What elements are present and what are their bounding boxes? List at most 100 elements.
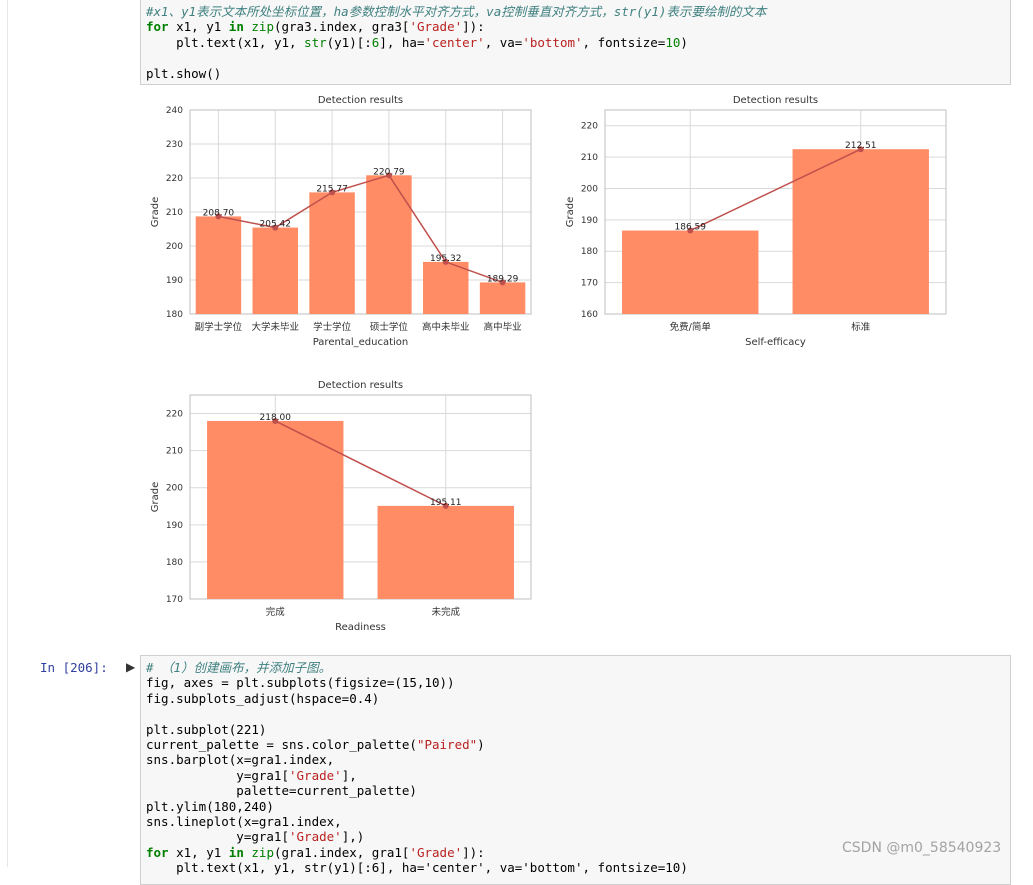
- line-point: [687, 227, 694, 234]
- code-cell-top[interactable]: #x1、y1表示文本所处坐标位置，ha参数控制水平对齐方式，va控制垂直对齐方式…: [140, 0, 1011, 85]
- line-series: [689, 148, 862, 232]
- code-token: x1, y1: [176, 19, 222, 35]
- data-label: 195.11: [430, 498, 462, 508]
- code-token: ): [477, 737, 485, 753]
- data-label: 220.79: [373, 167, 405, 177]
- code-string: 'bottom': [522, 34, 583, 50]
- y-tick-label: 190: [166, 276, 183, 286]
- y-tick-label: 170: [581, 279, 598, 289]
- line-point: [329, 189, 336, 196]
- bar: [792, 149, 929, 314]
- x-tick-label: 硕士学位: [370, 321, 409, 333]
- x-tick-label: 高中未毕业: [422, 321, 470, 333]
- x-tick-label: 免费/简单: [670, 321, 712, 333]
- y-tick-label: 210: [166, 208, 183, 218]
- y-tick-label: 180: [581, 247, 598, 257]
- y-tick-label: 220: [581, 122, 598, 132]
- line-point: [442, 502, 449, 509]
- code-number: 6: [371, 34, 380, 50]
- chart-parental-education: Detection results 180 190 200 210 220 230 240 副学…: [150, 95, 532, 348]
- code-line: plt.ylim(180,240): [146, 798, 274, 814]
- plot-frame: [604, 109, 947, 315]
- y-tick-label: 190: [166, 521, 183, 531]
- code-token: , va=: [484, 34, 523, 50]
- y-tick-label: 210: [166, 447, 183, 457]
- x-axis-label: Parental_education: [313, 337, 409, 348]
- data-label: 189.29: [487, 274, 519, 284]
- code-token: (y1)[:: [326, 34, 372, 50]
- code-line: fig, axes = plt.subplots(figsize=(15,10)…: [146, 675, 455, 691]
- code-line: sns.barplot(x=gra1.index,: [146, 752, 335, 768]
- code-string: 'center': [424, 34, 485, 50]
- code-token: ],): [341, 829, 365, 845]
- code-token: plt.show(): [146, 65, 222, 81]
- code-comment: #x1、y1表示文本所处坐标位置，ha参数控制水平对齐方式，va控制垂直对齐方式…: [146, 4, 767, 19]
- bar: [377, 505, 514, 599]
- code-line: plt.subplot(221): [146, 721, 267, 737]
- chart-title: Detection results: [318, 380, 403, 391]
- code-number: 10: [665, 34, 681, 50]
- y-tick-label: 170: [166, 595, 183, 605]
- y-tick-label: 200: [581, 184, 598, 194]
- bar: [309, 192, 355, 314]
- kw-for: for: [146, 19, 169, 35]
- data-label: 212.51: [845, 141, 877, 151]
- code-line: fig.subplots_adjust(hspace=0.4): [146, 690, 380, 706]
- x-tick-label: 学士学位: [313, 321, 352, 333]
- run-cell-icon[interactable]: ▶: [126, 660, 136, 674]
- code-token: ]):: [462, 19, 485, 35]
- code-token: y=gra1[: [146, 767, 289, 783]
- code-token: ],: [341, 767, 357, 783]
- code-comment: # （1）创建画布，并添加子图。: [146, 660, 332, 675]
- y-tick-label: 190: [581, 216, 598, 226]
- code-token: gra1.index, gra1[: [281, 844, 410, 860]
- chart-self-efficacy: Detection results 160 170 180 190 200 210 220 免费…: [565, 95, 947, 348]
- x-tick-label: 高中毕业: [484, 321, 522, 333]
- y-tick-label: 240: [166, 106, 183, 116]
- y-axis-label: Grade: [150, 197, 161, 228]
- kw-zip: zip: [251, 19, 274, 35]
- code-token: plt.text(x1, y1,: [176, 34, 305, 50]
- code-string: 'Grade': [289, 767, 342, 783]
- y-tick-label: 200: [166, 484, 183, 494]
- y-tick-label: 220: [166, 410, 183, 420]
- y-tick-label: 180: [166, 310, 183, 320]
- chart-title: Detection results: [318, 95, 403, 106]
- kw-in: in: [228, 19, 244, 35]
- y-axis-label: Grade: [150, 482, 161, 513]
- kw-in: in: [228, 844, 244, 860]
- bar: [479, 282, 526, 314]
- x-tick-label: 标准: [851, 321, 871, 333]
- line-point: [442, 258, 449, 265]
- code-string: 'Grade': [289, 829, 342, 845]
- y-tick-label: 180: [166, 558, 183, 568]
- y-axis-label: Grade: [565, 197, 576, 228]
- code-token: ], ha=: [379, 34, 425, 50]
- bar: [195, 216, 242, 314]
- line-point: [215, 213, 222, 220]
- code-token: x1, y1: [176, 844, 222, 860]
- y-tick-label: 160: [581, 310, 598, 320]
- plot-frame: [189, 109, 532, 315]
- x-tick-label: 未完成: [431, 606, 460, 618]
- code-token: , fontsize=: [582, 34, 666, 50]
- y-tick-label: 210: [581, 153, 598, 163]
- code-string: "Paired": [416, 737, 478, 753]
- csdn-watermark: CSDN @m0_58540923: [842, 840, 1002, 856]
- code-string: 'Grade': [409, 844, 463, 860]
- y-tick-label: 200: [166, 242, 183, 252]
- chart-readiness: Detection results 170 180 190 200 210 220 完成 未完成…: [150, 380, 532, 633]
- code-line: palette=current_palette): [146, 783, 417, 799]
- code-token: current_palette = sns.color_palette(: [146, 737, 417, 753]
- code-token: ): [680, 34, 688, 50]
- bar: [207, 420, 344, 599]
- data-label: 208.70: [203, 208, 235, 218]
- code-cell-bottom[interactable]: # （1）创建画布，并添加子图。 fig, axes = plt.subplot…: [140, 655, 1011, 885]
- line-point: [272, 417, 279, 424]
- line-point: [857, 146, 864, 153]
- data-label: 205.42: [260, 220, 292, 230]
- x-tick-label: 完成: [266, 606, 286, 618]
- x-tick-label: 大学未毕业: [251, 321, 299, 333]
- notebook-left-rule: [7, 0, 8, 867]
- x-axis-label: Self-efficacy: [745, 337, 806, 348]
